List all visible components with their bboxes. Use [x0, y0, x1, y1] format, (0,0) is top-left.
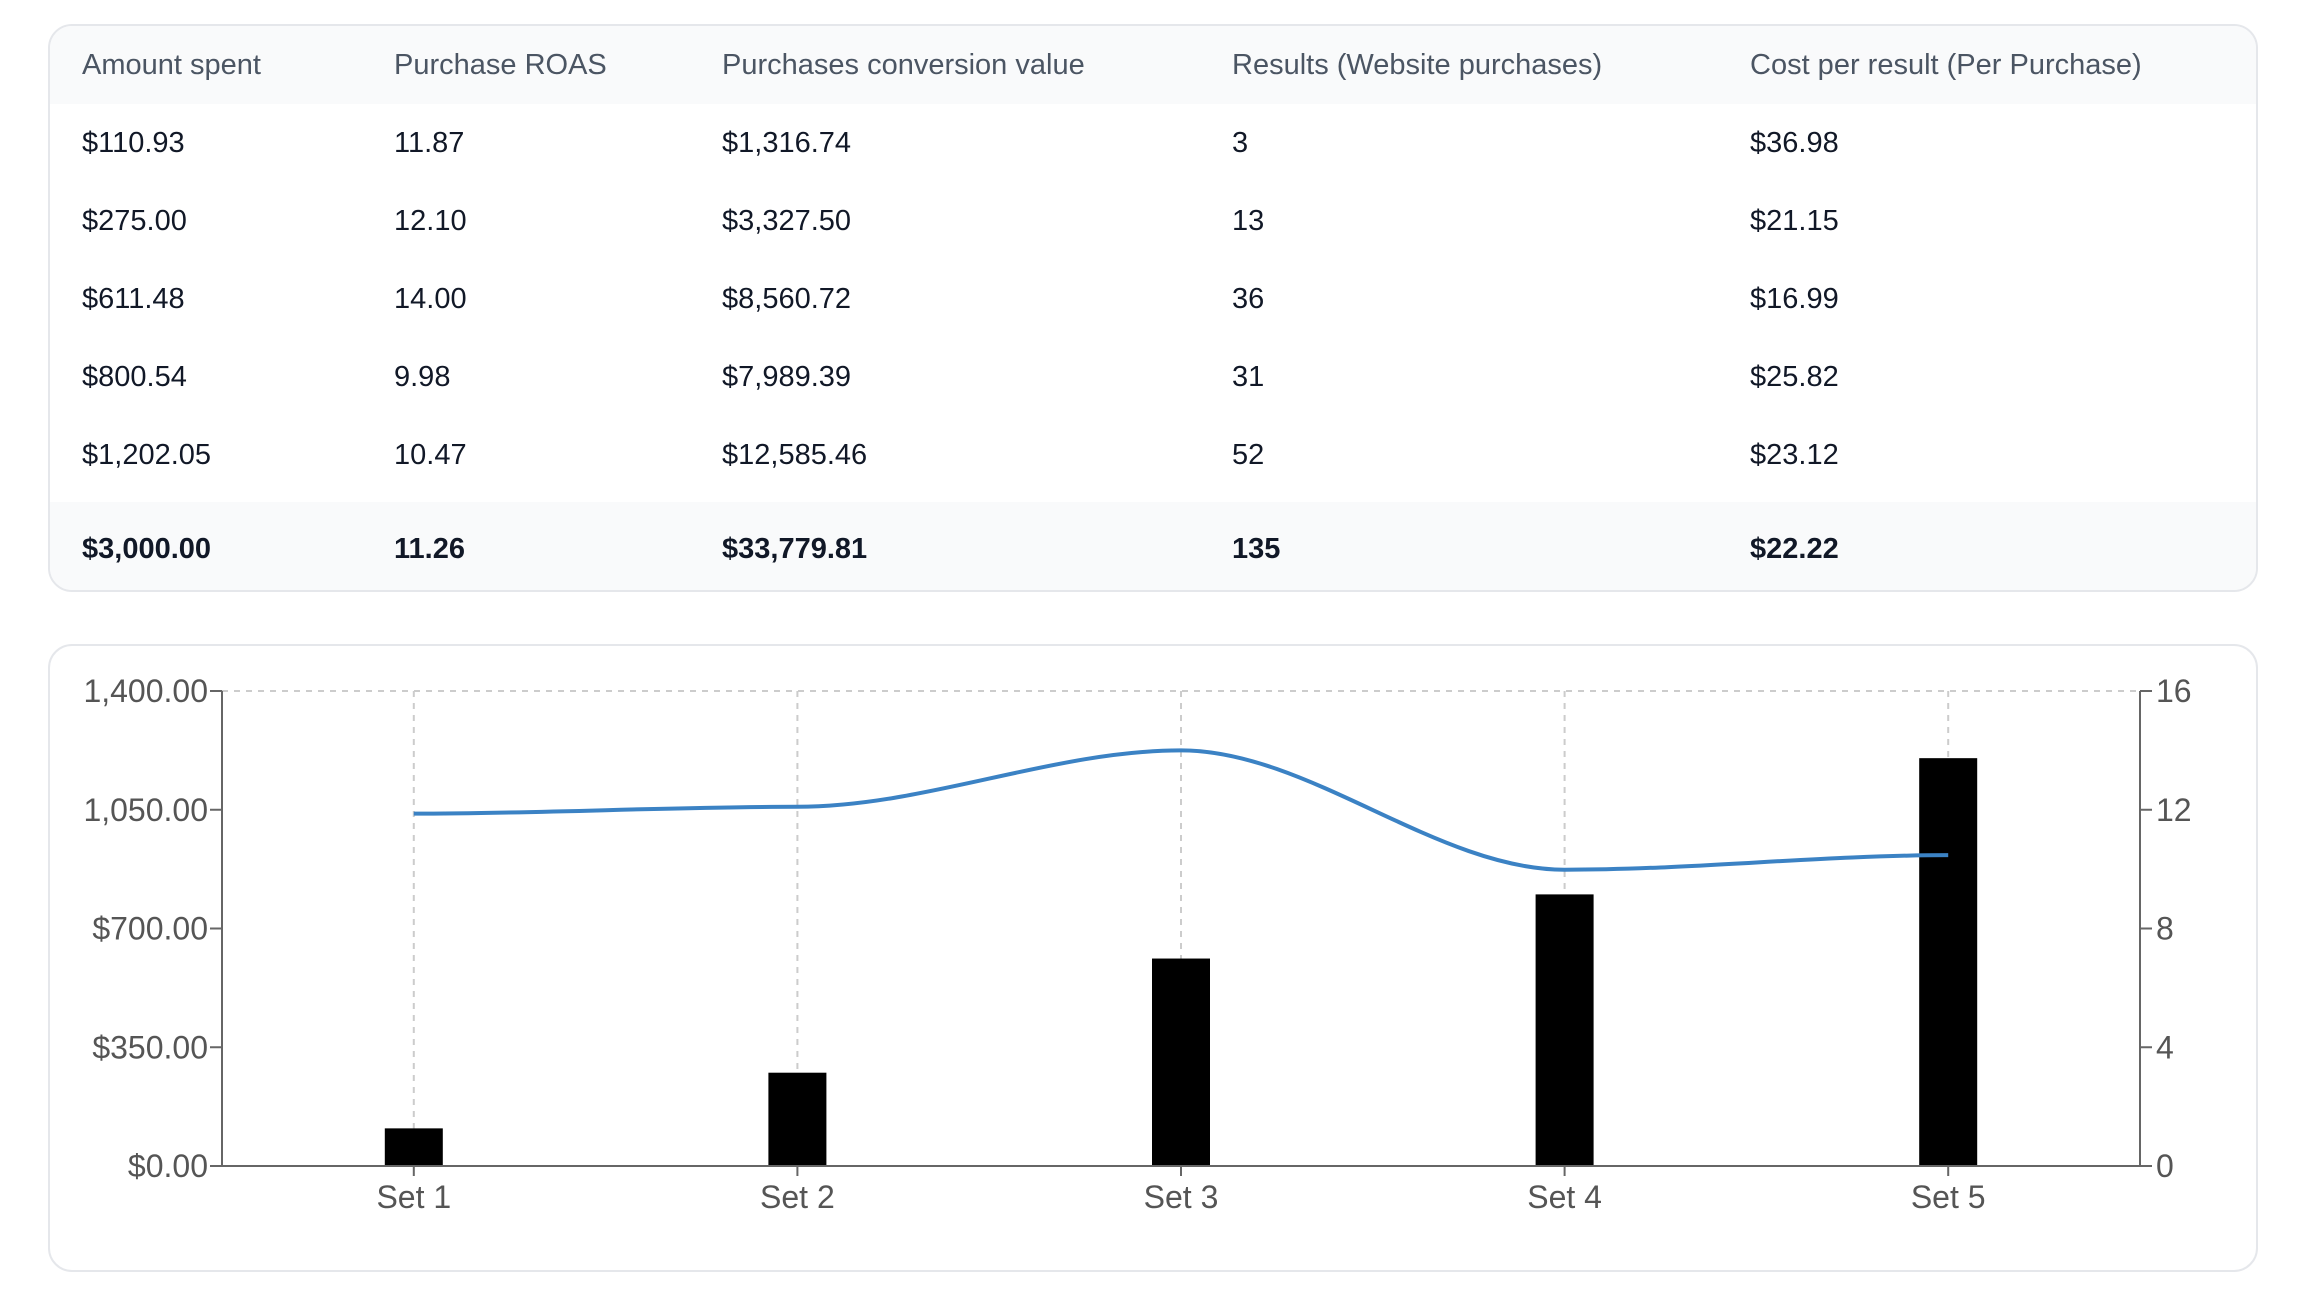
- total-amount-spent: $3,000.00: [82, 532, 212, 565]
- table-header-row: Amount spent Purchase ROAS Purchases con…: [50, 26, 2256, 104]
- cell-cost-per-result: $16.99: [1750, 282, 1839, 315]
- y-left-tick-label: 1,400.00: [83, 673, 208, 709]
- x-tick-label: Set 4: [1527, 1179, 1602, 1215]
- x-tick-label: Set 5: [1911, 1179, 1986, 1215]
- chart-bar: [1535, 894, 1594, 1166]
- y-right-tick-label: 16: [2156, 673, 2192, 709]
- total-results: 135: [1232, 532, 1281, 565]
- cell-amount-spent: $110.93: [82, 126, 185, 159]
- cell-conversion-value: $7,989.39: [722, 360, 852, 393]
- header-amount-spent[interactable]: Amount spent: [82, 48, 261, 81]
- cell-results: 52: [1232, 438, 1265, 471]
- combo-chart: $0.00 $350.00 $700.00 1,050.00 1,400.00 0 4 8 12…: [83, 673, 2192, 1215]
- x-tick-label: Set 3: [1144, 1179, 1219, 1215]
- cell-results: 36: [1232, 282, 1265, 315]
- total-conversion-value: $33,779.81: [722, 532, 868, 565]
- table-row: $611.48 14.00 $8,560.72 36 $16.99: [50, 260, 2256, 338]
- cell-cost-per-result: $21.15: [1750, 204, 1839, 237]
- table-row: $110.93 11.87 $1,316.74 3 $36.98: [50, 104, 2256, 182]
- y-left-tick-label: $700.00: [92, 911, 208, 947]
- cell-cost-per-result: $23.12: [1750, 438, 1839, 471]
- header-cost-per-result[interactable]: Cost per result (Per Purchase): [1750, 48, 2142, 81]
- table-spacer: [50, 494, 2256, 502]
- y-right-tick-label: 8: [2156, 911, 2174, 947]
- results-table-card: Amount spent Purchase ROAS Purchases con…: [48, 24, 2258, 592]
- y-right-tick-label: 0: [2156, 1148, 2174, 1184]
- cell-purchase-roas: 9.98: [394, 360, 451, 393]
- cell-conversion-value: $8,560.72: [722, 282, 852, 315]
- cell-amount-spent: $800.54: [82, 360, 187, 393]
- y-right-tick-label: 12: [2156, 792, 2192, 828]
- table-row: $1,202.05 10.47 $12,585.46 52 $23.12: [50, 416, 2256, 494]
- cell-purchase-roas: 14.00: [394, 282, 467, 315]
- cell-conversion-value: $1,316.74: [722, 126, 852, 159]
- cell-results: 3: [1232, 126, 1249, 159]
- y-left-tick-label: $350.00: [92, 1029, 208, 1065]
- cell-results: 13: [1232, 204, 1265, 237]
- y-left-tick-label: $0.00: [128, 1148, 208, 1184]
- cell-conversion-value: $3,327.50: [722, 204, 852, 237]
- cell-amount-spent: $1,202.05: [82, 438, 212, 471]
- chart-bar: [1919, 758, 1978, 1166]
- cell-purchase-roas: 12.10: [394, 204, 467, 237]
- x-tick-label: Set 1: [376, 1179, 451, 1215]
- chart-bar: [384, 1128, 443, 1166]
- table-row: $800.54 9.98 $7,989.39 31 $25.82: [50, 338, 2256, 416]
- cell-cost-per-result: $25.82: [1750, 360, 1839, 393]
- table-total-row: $3,000.00 11.26 $33,779.81 135 $22.22: [50, 502, 2256, 590]
- y-left-tick-label: 1,050.00: [83, 792, 208, 828]
- cell-amount-spent: $275.00: [82, 204, 187, 237]
- header-purchase-roas[interactable]: Purchase ROAS: [394, 48, 607, 81]
- total-cost-per-result: $22.22: [1750, 532, 1839, 565]
- header-conversion-value[interactable]: Purchases conversion value: [722, 48, 1085, 81]
- cell-purchase-roas: 10.47: [394, 438, 467, 471]
- y-right-tick-label: 4: [2156, 1029, 2174, 1065]
- table-row: $275.00 12.10 $3,327.50 13 $21.15: [50, 182, 2256, 260]
- total-purchase-roas: 11.26: [394, 532, 465, 565]
- roas-line: [413, 748, 1949, 872]
- results-table: Amount spent Purchase ROAS Purchases con…: [50, 26, 2256, 590]
- cell-conversion-value: $12,585.46: [722, 438, 868, 471]
- x-tick-label: Set 2: [760, 1179, 835, 1215]
- chart-bar: [1152, 958, 1210, 1166]
- chart-card: $0.00 $350.00 $700.00 1,050.00 1,400.00 0 4 8 12…: [48, 644, 2258, 1272]
- cell-results: 31: [1232, 360, 1265, 393]
- cell-purchase-roas: 11.87: [394, 126, 465, 159]
- cell-amount-spent: $611.48: [82, 282, 185, 315]
- chart-bar: [768, 1072, 827, 1166]
- header-results[interactable]: Results (Website purchases): [1232, 48, 1603, 81]
- cell-cost-per-result: $36.98: [1750, 126, 1839, 159]
